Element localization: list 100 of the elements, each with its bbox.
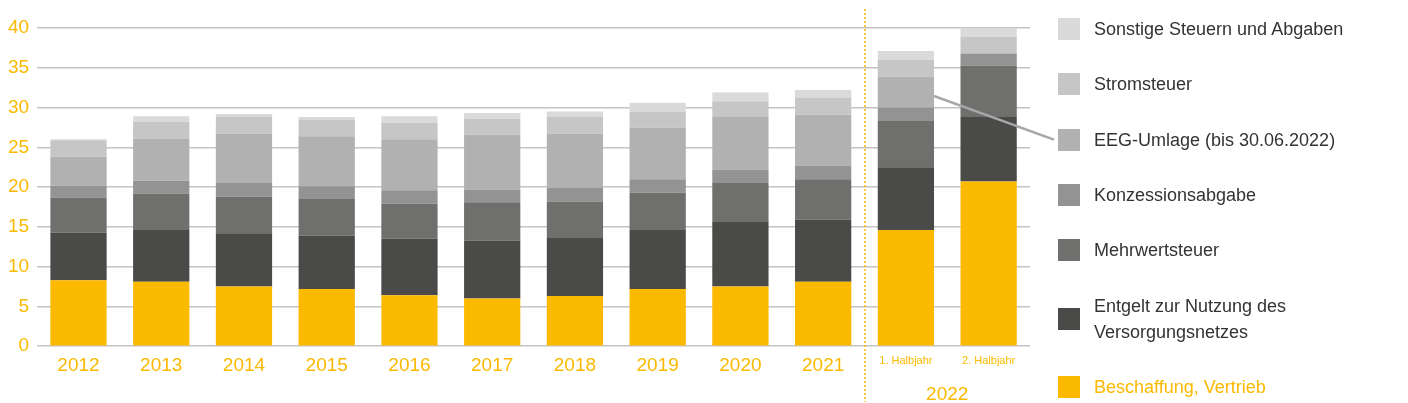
x-tick-label: 2013 [140,353,183,375]
x-tick-label: 2018 [553,353,597,375]
bar [960,65,1017,118]
y-tick-label: 35 [7,56,30,78]
bar [960,53,1017,66]
bar [381,122,438,140]
y-tick-label: 40 [7,16,30,38]
y-tick-label: 0 [18,334,30,356]
bar [215,196,273,234]
bar [298,235,355,289]
bar [133,193,190,231]
bar [464,240,521,299]
bar [133,138,190,181]
bar [298,136,355,187]
bar [464,298,521,346]
x-tick-label: 2020 [719,353,762,375]
y-tick-label: 15 [7,215,30,237]
bar [546,187,604,202]
x-tick-label: 2017 [471,353,514,375]
legend-label: Mehrwertsteuer [1094,239,1220,263]
bar [795,219,852,282]
bar [464,113,521,119]
bar [629,179,686,193]
x-tick-label: 2019 [636,353,679,375]
x-tick-label: 2012 [57,353,100,375]
y-tick-label: 30 [7,95,30,117]
bar [629,111,686,128]
bar [50,232,107,281]
bar [50,197,107,233]
bar [960,181,1017,346]
bar [629,288,686,346]
bar [133,230,190,282]
y-tick-label: 10 [7,254,30,276]
bar [546,133,604,188]
x-tick-label: 2015 [305,353,348,375]
bar [629,127,686,180]
bar [712,286,769,346]
bar [50,156,107,186]
bar [960,28,1017,37]
y-tick-label: 20 [7,175,30,197]
bar [629,192,686,231]
legend-label: Stromsteuer [1094,73,1193,97]
bar [464,118,521,135]
bar [381,190,438,204]
x-tick-label: 2. Halbjahr [962,353,1016,366]
bar [629,230,686,289]
bar [215,233,273,287]
bar [795,114,852,166]
bar [464,134,521,190]
bar [712,222,769,287]
bar [877,167,935,231]
bar [546,296,604,346]
y-tick-label: 25 [7,135,30,157]
bar [215,113,273,118]
bar [712,183,769,223]
bar [133,281,190,346]
legend-label: Entgelt zur Nutzung des Versorgungsnetzes [1094,294,1288,344]
x-tick-label: 2016 [388,353,431,375]
bar [215,133,273,184]
bar [877,76,935,108]
bar [381,139,438,191]
bar [712,117,769,170]
bar [298,119,355,137]
legend-label: Konzessionsabgabe [1094,184,1257,207]
bar [546,238,604,297]
bar [215,286,273,346]
bar [877,107,935,122]
legend-label: EEG-Umlage (bis 30.06.2022) [1094,128,1336,152]
bar [133,180,190,194]
bar [381,116,438,123]
legend-label: Beschaffung, Vertrieb [1094,375,1266,399]
bar [298,186,355,200]
bar [877,51,935,60]
x-tick-label: 2021 [802,353,845,375]
bar [50,280,107,346]
bar [298,288,355,346]
bar [381,238,438,296]
bar [712,169,769,184]
bar [629,102,686,112]
legend-label: Sonstige Steuern und Abgaben [1094,18,1344,41]
y-tick-label: 5 [18,294,30,316]
x-tick-label: 1. Halbjahr [879,353,933,366]
bar [133,121,190,139]
text: 2022 [926,383,969,403]
x-tick-label: 2014 [222,353,266,375]
bar [546,117,604,134]
bar [795,90,852,98]
bar [464,202,521,241]
bar [795,165,852,180]
bar [712,92,769,102]
bar [381,203,438,239]
bar [215,183,273,197]
bar [960,117,1017,182]
bar [795,179,852,220]
bar [546,201,604,239]
bar [960,36,1017,54]
bar [877,121,935,168]
bar [133,116,190,122]
bar [464,189,521,203]
bar [877,230,935,346]
